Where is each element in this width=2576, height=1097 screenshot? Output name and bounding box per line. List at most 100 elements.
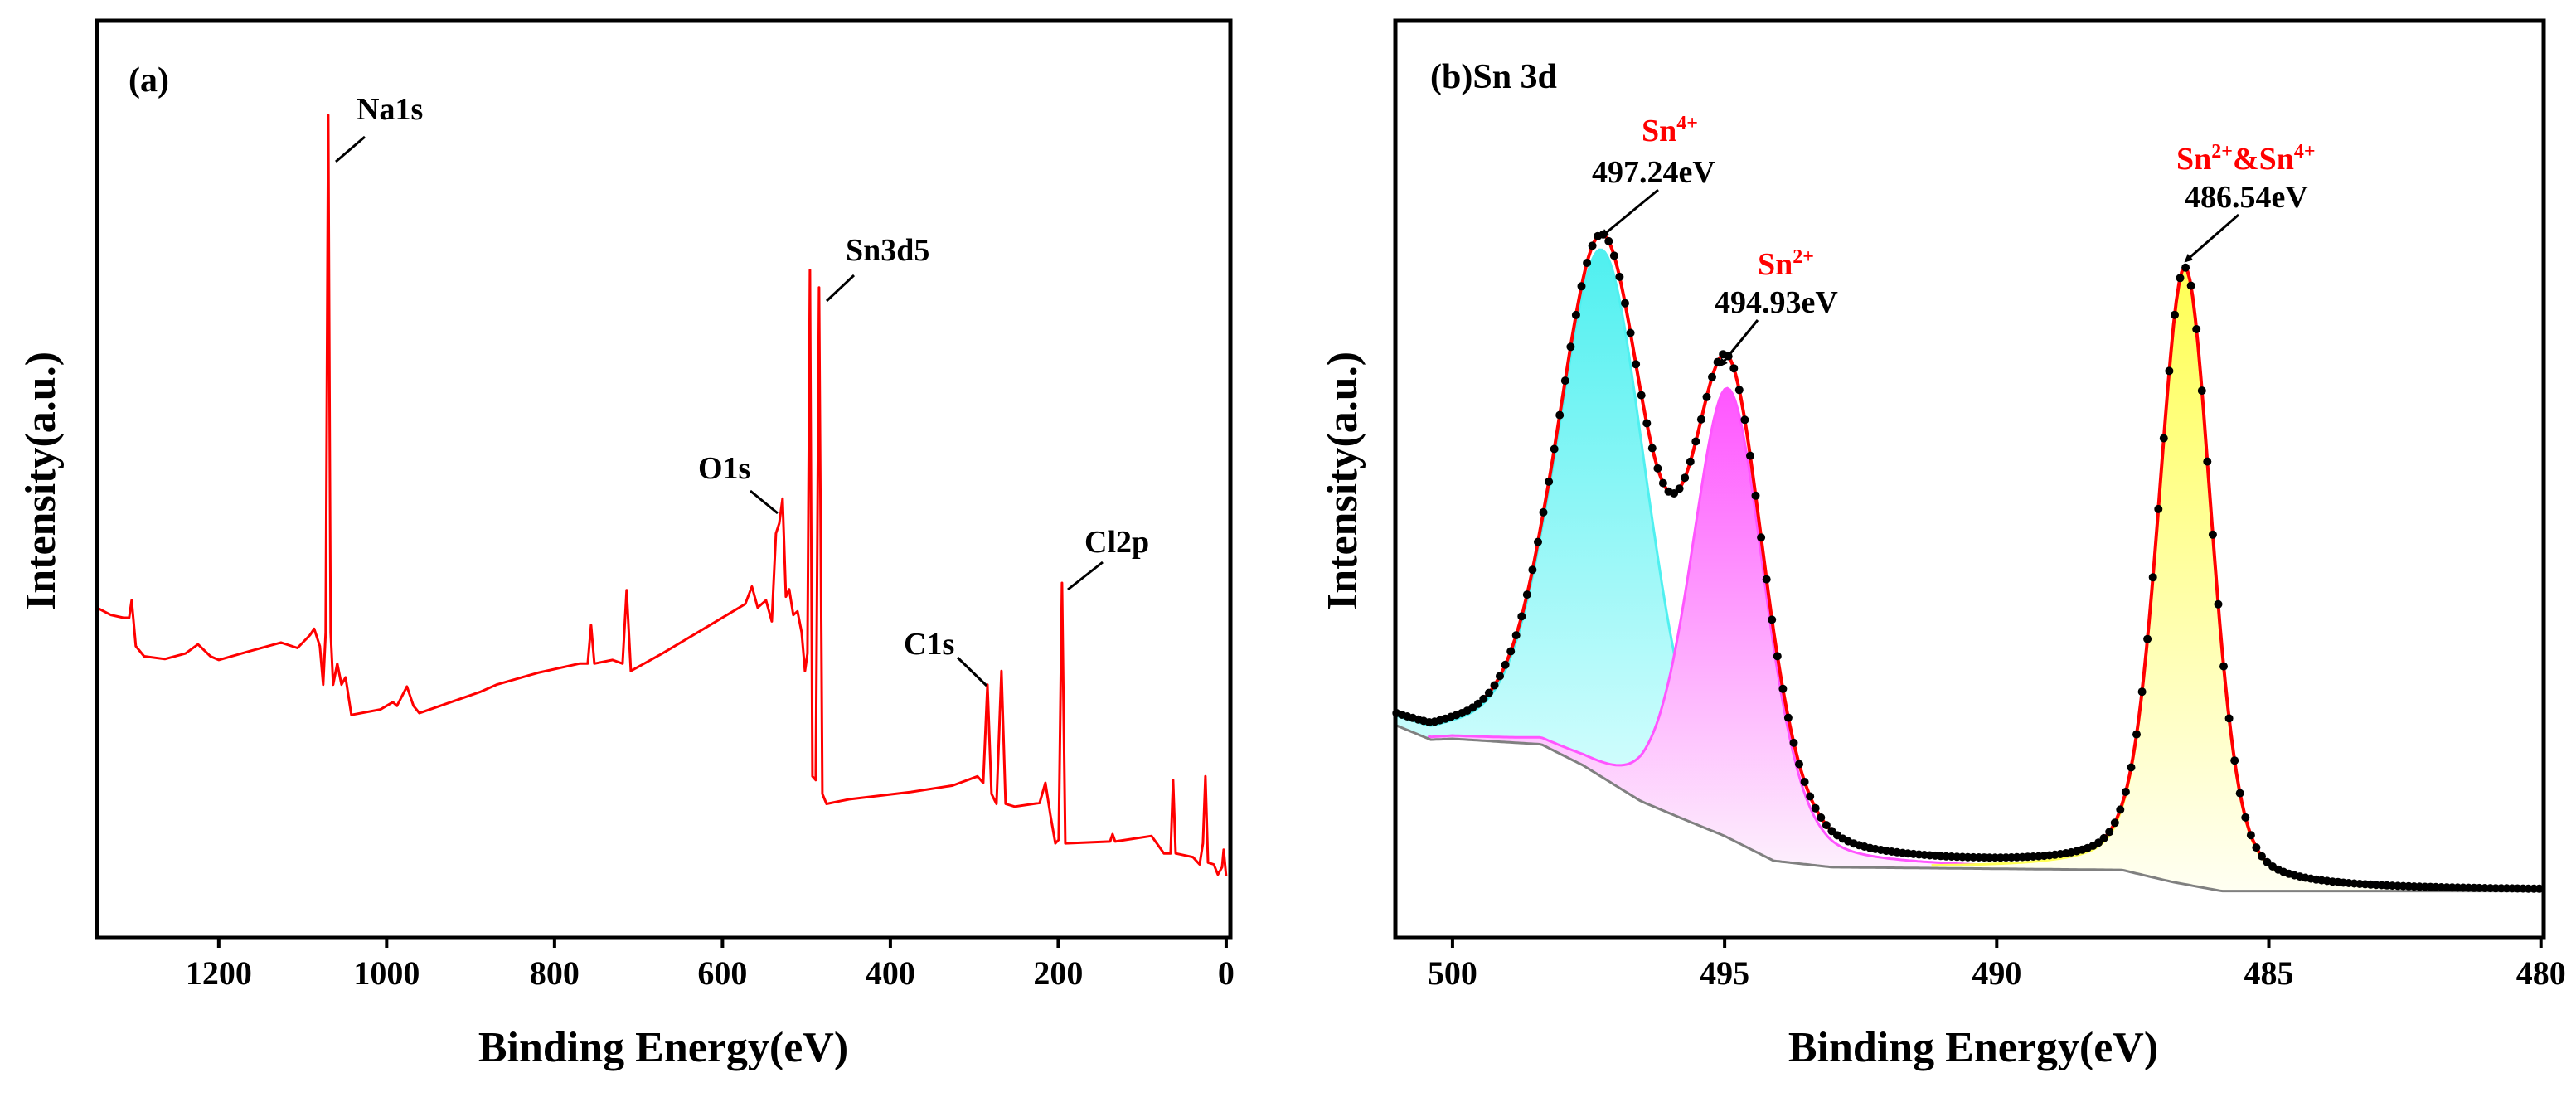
data-point: [1768, 615, 1777, 624]
data-point: [2165, 366, 2174, 376]
data-point: [1604, 236, 1613, 245]
data-point: [2132, 730, 2141, 739]
data-point: [2148, 573, 2157, 582]
data-point: [2252, 843, 2261, 852]
data-point: [2186, 281, 2195, 290]
data-point: [1696, 415, 1705, 424]
data-point: [2246, 831, 2255, 840]
data-point: [1800, 778, 1809, 786]
data-point: [1626, 328, 1635, 337]
data-point: [1545, 477, 1554, 486]
data-point: [2230, 756, 2239, 765]
superscript-charge: 2+: [1793, 246, 1814, 268]
peak-arrow-icon: [1600, 188, 1659, 238]
survey-spectrum-line: [96, 114, 1228, 877]
data-point: [2116, 805, 2125, 814]
component-fill-sn2: [1428, 388, 2030, 870]
data-point: [1773, 652, 1782, 661]
data-point: [1795, 760, 1803, 769]
data-point: [1588, 241, 1597, 250]
panel-a-y-axis-title: Intensity(a.u.): [17, 352, 65, 610]
data-point: [1583, 259, 1592, 267]
panel-a-x-axis-title: Binding Energy(eV): [478, 1024, 848, 1071]
data-point: [2224, 714, 2234, 723]
data-point: [1496, 672, 1504, 681]
b-tick-label: 490: [1972, 954, 2021, 992]
panel-a-plot-area: [96, 114, 1228, 877]
species-text: &Sn: [2233, 142, 2294, 177]
data-point: [2214, 599, 2223, 609]
data-point: [1686, 457, 1695, 466]
data-point: [1522, 590, 1531, 599]
data-point: [1506, 647, 1516, 656]
component-fill-sn4: [1395, 250, 2000, 869]
peak-label-o1s: O1s: [698, 451, 750, 486]
panel-b-frame: [1393, 18, 2546, 940]
data-point: [1550, 444, 1559, 454]
data-point: [1658, 478, 1667, 488]
data-point: [1473, 699, 1482, 708]
data-point: [1653, 464, 1662, 473]
data-point: [2208, 530, 2217, 539]
data-point: [1789, 738, 1798, 747]
data-point: [1778, 684, 1788, 693]
peak-leader-cl2p: [1067, 561, 1104, 591]
panel-b-plot-area: [1392, 230, 2544, 893]
data-point: [1534, 537, 1542, 546]
data-point: [2171, 310, 2179, 319]
peak-leader-o1s: [750, 489, 779, 515]
data-point: [2219, 662, 2228, 671]
superscript-charge: 4+: [2294, 141, 2316, 163]
peak-label-c1s: C1s: [904, 627, 954, 662]
data-point: [1479, 694, 1488, 703]
peak-species-label: Sn2+&Sn4+: [2176, 141, 2316, 177]
data-point: [1637, 391, 1646, 400]
b-tick-label: 495: [1700, 954, 1749, 992]
data-point: [2143, 634, 2152, 643]
peak-leader-c1s: [956, 656, 988, 687]
b-tick-label: 485: [2244, 954, 2294, 992]
peak-label-na1s: Na1s: [357, 92, 423, 127]
data-point: [2535, 884, 2544, 893]
data-point: [1577, 282, 1586, 291]
data-point: [2235, 789, 2244, 798]
data-point: [1762, 575, 1771, 584]
panel-a-survey-spectrum: (a) Binding Energy(eV) Intensity(a.u.) 1…: [17, 18, 1235, 1071]
species-text: Sn: [1642, 114, 1676, 148]
a-tick-label: 0: [1218, 954, 1235, 992]
data-point: [1734, 386, 1744, 395]
panel-b-sn3d-spectrum: (b)Sn 3d Binding Energy(eV) Intensity(a.…: [1319, 18, 2566, 1071]
data-point: [2176, 274, 2185, 283]
data-point: [2181, 263, 2190, 272]
peak-energy-label: 486.54eV: [2185, 180, 2308, 215]
superscript-charge: 2+: [2211, 141, 2233, 163]
data-point: [1632, 360, 1641, 369]
data-point: [1566, 342, 1575, 352]
data-point: [1501, 660, 1510, 669]
panel-a-x-ticks: 1200 1000 800 600 400 200 0: [186, 938, 1235, 992]
data-point: [1647, 444, 1657, 453]
data-point: [1615, 272, 1624, 281]
panel-b-y-axis-title: Intensity(a.u.): [1319, 352, 1366, 610]
peak-label-cl2p: Cl2p: [1084, 525, 1149, 560]
peak-species-label: Sn4+: [1642, 113, 1698, 148]
data-point: [1621, 299, 1629, 308]
species-text: Sn: [2176, 142, 2211, 177]
data-point: [1811, 803, 1820, 813]
data-point: [1822, 821, 1831, 830]
data-point: [1555, 410, 1565, 420]
data-point: [2192, 325, 2201, 333]
panel-b-peak-labels: Sn4+497.24eVSn2+494.93eVSn2+&Sn4+486.54e…: [1592, 113, 2316, 367]
data-point: [1740, 415, 1749, 425]
background-line: [1395, 724, 2544, 893]
data-point: [2110, 818, 2119, 828]
data-point: [1511, 631, 1521, 640]
data-point: [1751, 491, 1760, 500]
data-point: [2197, 386, 2206, 396]
peak-arrow-icon: [1719, 319, 1759, 367]
data-point: [1681, 473, 1690, 483]
data-point: [1571, 310, 1580, 319]
peak-arrow-icon: [2184, 213, 2239, 263]
data-point: [1783, 713, 1793, 722]
